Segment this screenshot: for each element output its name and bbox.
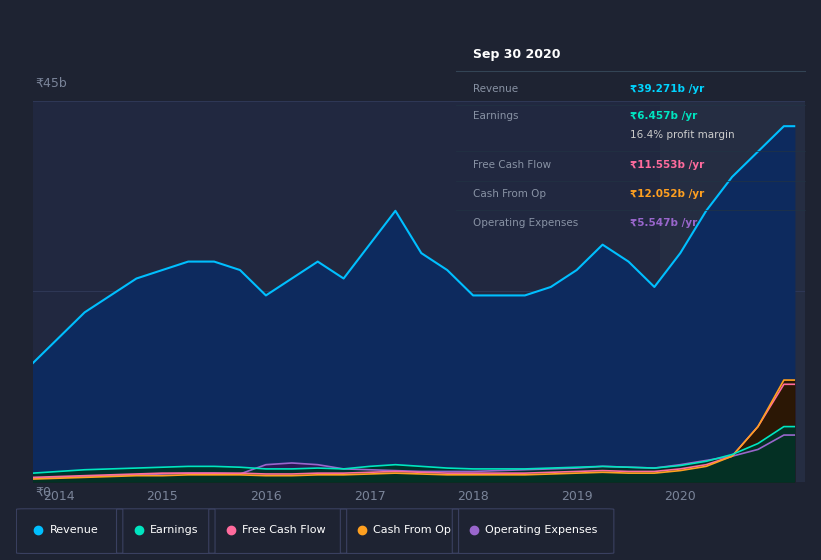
Text: ₹5.547b /yr: ₹5.547b /yr xyxy=(631,218,697,228)
Text: 16.4% profit margin: 16.4% profit margin xyxy=(631,130,735,140)
Text: Free Cash Flow: Free Cash Flow xyxy=(473,160,551,170)
Text: ₹6.457b /yr: ₹6.457b /yr xyxy=(631,111,697,122)
Text: ₹0: ₹0 xyxy=(35,486,51,498)
Bar xyxy=(659,101,821,482)
Text: Operating Expenses: Operating Expenses xyxy=(485,525,598,535)
Text: ₹45b: ₹45b xyxy=(35,76,67,90)
Text: Revenue: Revenue xyxy=(49,525,99,535)
Text: ₹39.271b /yr: ₹39.271b /yr xyxy=(631,84,704,94)
Text: ₹11.553b /yr: ₹11.553b /yr xyxy=(631,160,704,170)
Text: Earnings: Earnings xyxy=(473,111,519,122)
Text: Cash From Op: Cash From Op xyxy=(473,189,546,199)
Text: ₹12.052b /yr: ₹12.052b /yr xyxy=(631,189,704,199)
Text: Revenue: Revenue xyxy=(473,84,518,94)
Text: Free Cash Flow: Free Cash Flow xyxy=(242,525,325,535)
Text: Earnings: Earnings xyxy=(149,525,198,535)
Text: Operating Expenses: Operating Expenses xyxy=(473,218,578,228)
Text: Sep 30 2020: Sep 30 2020 xyxy=(473,48,561,61)
Text: Cash From Op: Cash From Op xyxy=(374,525,452,535)
